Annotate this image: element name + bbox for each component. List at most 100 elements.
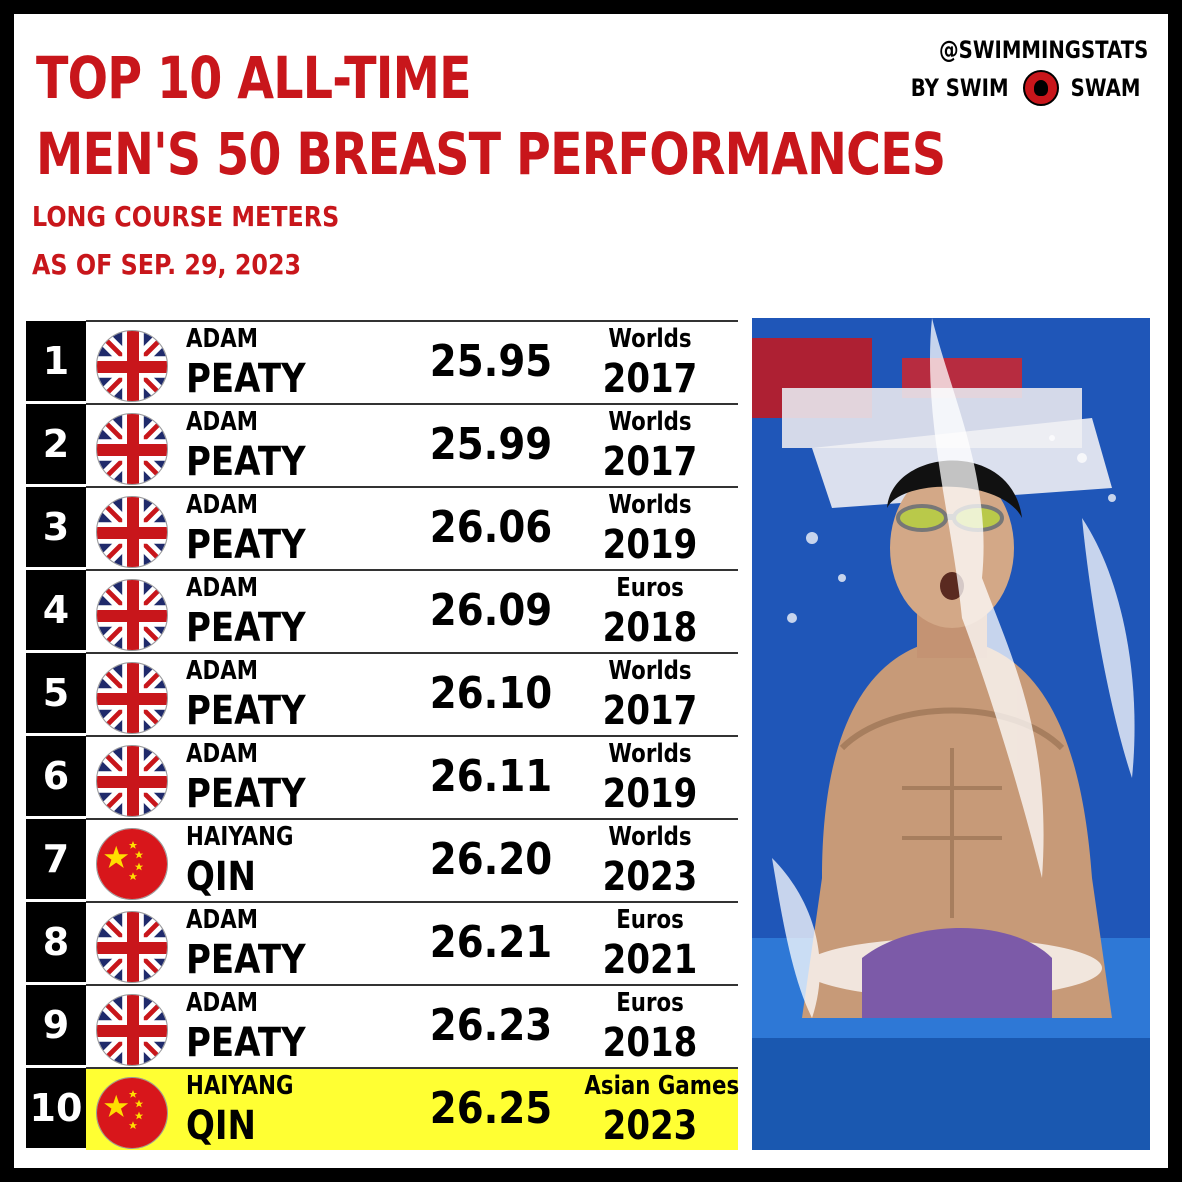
athlete-last-name: PEATY: [186, 688, 306, 734]
table-row: 4 ADAM PEATY 26.09 Euros 2018: [26, 569, 738, 652]
meet-name: Euros: [616, 988, 684, 1018]
athlete-last-name: PEATY: [186, 522, 306, 568]
row-body: ADAM PEATY 26.11 Worlds 2019: [86, 735, 738, 818]
rank-badge: 8: [26, 902, 86, 982]
athlete-first-name: ADAM: [186, 656, 258, 686]
gb-flag-icon: [96, 579, 168, 651]
table-row: 3 ADAM PEATY 26.06 Worlds 2019: [26, 486, 738, 569]
page-title-line2: MEN'S 50 BREAST PERFORMANCES: [36, 120, 946, 188]
row-body: ADAM PEATY 26.21 Euros 2021: [86, 901, 738, 984]
meet-name: Euros: [616, 905, 684, 935]
rank-badge: 2: [26, 404, 86, 484]
meet-year: 2018: [602, 1020, 698, 1066]
swim-time: 26.20: [429, 834, 553, 885]
swim-time: 26.25: [429, 1083, 553, 1134]
athlete-first-name: ADAM: [186, 324, 258, 354]
meet-year: 2019: [602, 771, 698, 817]
cn-flag-icon: [96, 828, 168, 900]
athlete-first-name: HAIYANG: [186, 822, 294, 852]
swimmer-illustration: [752, 318, 1150, 1150]
athlete-last-name: QIN: [186, 854, 257, 900]
swim-time: 26.21: [429, 917, 553, 968]
rank-badge: 10: [26, 1068, 86, 1148]
table-row: 6 ADAM PEATY 26.11 Worlds 2019: [26, 735, 738, 818]
rank-badge: 5: [26, 653, 86, 733]
brand-by-left: BY SWIM: [910, 74, 1009, 102]
row-body: ADAM PEATY 25.95 Worlds 2017: [86, 320, 738, 403]
row-body: ADAM PEATY 26.23 Euros 2018: [86, 984, 738, 1067]
swimswam-logo-icon: [1022, 70, 1059, 106]
row-body: HAIYANG QIN 26.20 Worlds 2023: [86, 818, 738, 901]
rank-badge: 4: [26, 570, 86, 650]
meet-name: Worlds: [608, 739, 692, 769]
meet-name: Worlds: [608, 407, 692, 437]
swim-time: 25.95: [429, 336, 553, 387]
meet-year: 2017: [602, 688, 698, 734]
rank-badge: 3: [26, 487, 86, 567]
meet-year: 2023: [602, 854, 698, 900]
athlete-last-name: PEATY: [186, 605, 306, 651]
table-row: 1 ADAM PEATY 25.95 Worlds 2017: [26, 320, 738, 403]
athlete-last-name: PEATY: [186, 1020, 306, 1066]
infographic-frame: TOP 10 ALL-TIME MEN'S 50 BREAST PERFORMA…: [14, 14, 1168, 1168]
athlete-last-name: PEATY: [186, 356, 306, 402]
swim-time: 26.23: [429, 1000, 553, 1051]
page-title-line1: TOP 10 ALL-TIME: [36, 44, 472, 112]
swim-time: 26.11: [429, 751, 553, 802]
athlete-last-name: QIN: [186, 1103, 257, 1149]
athlete-first-name: ADAM: [186, 905, 258, 935]
rankings-table: 1 ADAM PEATY 25.95 Worlds 2017 2 ADAM PEATY 25.99…: [26, 320, 740, 1150]
row-body: ADAM PEATY 26.06 Worlds 2019: [86, 486, 738, 569]
gb-flag-icon: [96, 911, 168, 983]
table-row: 7 HAIYANG QIN 26.20 Worlds 2023: [26, 818, 738, 901]
athlete-first-name: HAIYANG: [186, 1071, 294, 1101]
swim-time: 26.06: [429, 502, 553, 553]
gb-flag-icon: [96, 662, 168, 734]
table-row: 8 ADAM PEATY 26.21 Euros 2021: [26, 901, 738, 984]
meet-name: Worlds: [608, 656, 692, 686]
row-body: ADAM PEATY 26.10 Worlds 2017: [86, 652, 738, 735]
row-body: ADAM PEATY 25.99 Worlds 2017: [86, 403, 738, 486]
rank-badge: 9: [26, 985, 86, 1065]
athlete-first-name: ADAM: [186, 739, 258, 769]
meet-year: 2023: [602, 1103, 698, 1149]
row-body: HAIYANG QIN 26.25 Asian Games 2023: [86, 1067, 740, 1150]
athlete-last-name: PEATY: [186, 771, 306, 817]
rank-badge: 7: [26, 819, 86, 899]
subtitle-course: LONG COURSE METERS: [32, 200, 340, 233]
meet-year: 2017: [602, 356, 698, 402]
swim-time: 26.09: [429, 585, 553, 636]
meet-year: 2018: [602, 605, 698, 651]
athlete-first-name: ADAM: [186, 490, 258, 520]
brand-handle: @SWIMMINGSTATS: [938, 36, 1148, 64]
gb-flag-icon: [96, 330, 168, 402]
swim-time: 26.10: [429, 668, 553, 719]
table-row: 2 ADAM PEATY 25.99 Worlds 2017: [26, 403, 738, 486]
gb-flag-icon: [96, 496, 168, 568]
meet-name: Worlds: [608, 490, 692, 520]
row-body: ADAM PEATY 26.09 Euros 2018: [86, 569, 738, 652]
gb-flag-icon: [96, 745, 168, 817]
meet-year: 2019: [602, 522, 698, 568]
athlete-first-name: ADAM: [186, 988, 258, 1018]
athlete-first-name: ADAM: [186, 573, 258, 603]
athlete-first-name: ADAM: [186, 407, 258, 437]
meet-name: Euros: [616, 573, 684, 603]
brand-byline: BY SWIM SWAM: [893, 70, 1148, 106]
athlete-last-name: PEATY: [186, 439, 306, 485]
meet-year: 2017: [602, 439, 698, 485]
meet-year: 2021: [602, 937, 698, 983]
brand-block: @SWIMMINGSTATS BY SWIM SWAM: [893, 36, 1148, 106]
table-row: 5 ADAM PEATY 26.10 Worlds 2017: [26, 652, 738, 735]
rank-badge: 1: [26, 321, 86, 401]
gb-flag-icon: [96, 413, 168, 485]
subtitle-date: AS OF SEP. 29, 2023: [32, 248, 302, 281]
brand-by-right: SWAM: [1070, 74, 1141, 102]
table-row: 9 ADAM PEATY 26.23 Euros 2018: [26, 984, 738, 1067]
table-row: 10 HAIYANG QIN 26.25 Asian Games 2023: [26, 1067, 740, 1150]
rank-badge: 6: [26, 736, 86, 816]
gb-flag-icon: [96, 994, 168, 1066]
swim-time: 25.99: [429, 419, 553, 470]
meet-name: Asian Games: [584, 1071, 740, 1101]
meet-name: Worlds: [608, 324, 692, 354]
